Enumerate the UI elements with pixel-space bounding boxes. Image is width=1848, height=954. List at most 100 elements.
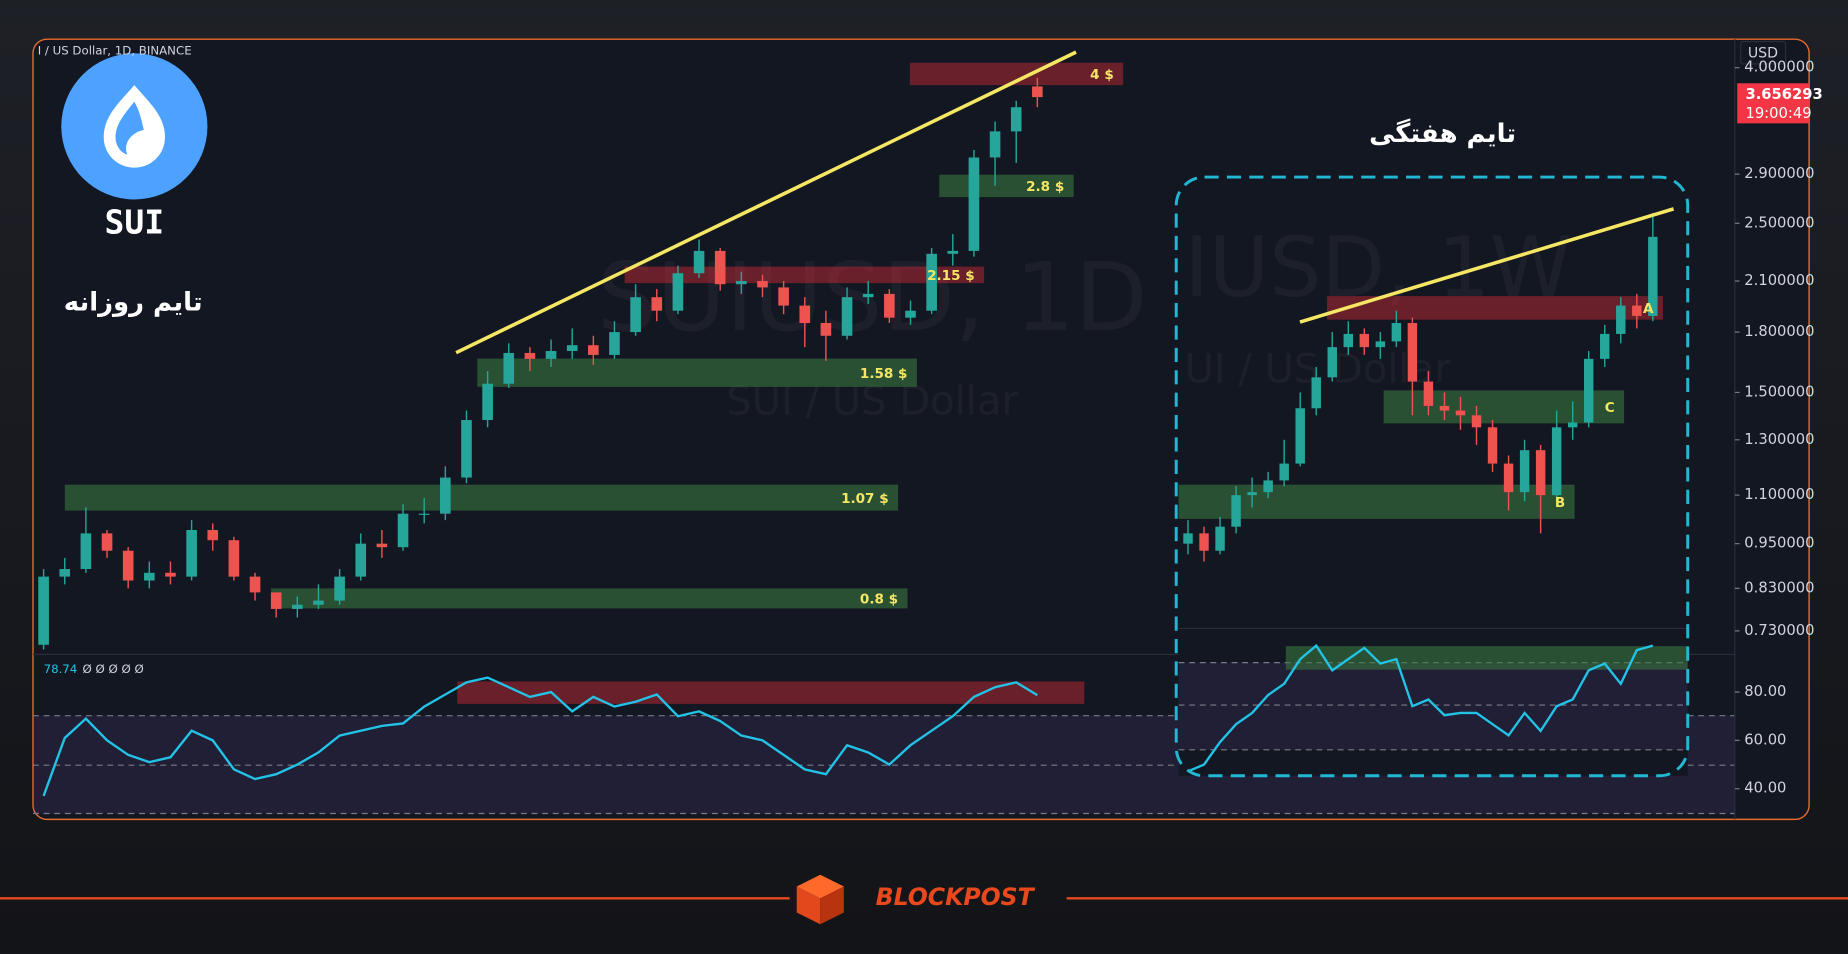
candle-body — [270, 592, 282, 609]
candle-body — [588, 345, 599, 355]
zone-label: 2.8 $ — [1026, 179, 1064, 195]
y-tick-label: 0.830000 — [1744, 579, 1814, 596]
brand-logo — [796, 874, 844, 925]
price-zone — [271, 588, 908, 609]
candle-body — [989, 131, 1001, 158]
y-tick-label: 2.500000 — [1744, 214, 1814, 231]
candle-body — [1295, 408, 1305, 464]
candle-body — [1632, 305, 1642, 316]
rsi-zone — [457, 681, 1085, 704]
candle-body — [884, 293, 895, 318]
candle-body — [376, 543, 388, 548]
candle-body — [228, 540, 240, 577]
brand-name: BLOCKPOST — [876, 883, 1036, 911]
y-tick-label: 40.00 — [1744, 780, 1786, 797]
price-zone — [624, 266, 985, 284]
chart-title: I / US Dollar, 1D, BINANCE — [38, 43, 192, 57]
candle-body — [1551, 427, 1562, 496]
currency: USD — [1748, 45, 1778, 61]
candle-body — [651, 297, 663, 311]
y-tick-label: 80.00 — [1744, 683, 1786, 700]
candle-body — [1010, 107, 1022, 132]
candle-body — [1423, 381, 1434, 406]
y-tick-label: 0.730000 — [1744, 622, 1814, 639]
candle-body — [80, 533, 92, 570]
candle-body — [461, 420, 472, 478]
zone-label: 2.15 $ — [927, 268, 975, 284]
rsi-inputs: Ø Ø Ø Ø Ø — [83, 662, 144, 676]
candle-body — [926, 253, 937, 311]
watermark: SUIUSD, 1D — [597, 243, 1148, 353]
price-zone — [477, 358, 917, 387]
rsi-line — [1187, 643, 1654, 773]
trend-line — [1299, 207, 1675, 324]
candle-body — [1199, 533, 1209, 551]
candle-body — [1183, 533, 1193, 544]
candle-body — [1263, 480, 1273, 493]
candle-body — [778, 287, 789, 306]
candle-body — [1503, 463, 1514, 493]
trend-line — [455, 50, 1077, 355]
candle-body — [905, 310, 916, 318]
candle-body — [503, 352, 515, 384]
rsi-zone — [1285, 646, 1688, 670]
candle-body — [1600, 333, 1610, 359]
y-tick-label: 2.100000 — [1744, 272, 1814, 289]
candle-body — [397, 513, 409, 548]
candle-body — [1327, 347, 1337, 378]
candle-body — [820, 323, 832, 336]
candle-body — [799, 305, 811, 324]
currency-box — [1740, 40, 1787, 65]
candle-body — [1584, 358, 1594, 423]
candle-body — [1391, 323, 1402, 342]
y-tick-label: 1.500000 — [1744, 383, 1814, 400]
rsi-line — [42, 676, 1038, 797]
candle-body — [841, 297, 853, 336]
candle-body — [186, 530, 197, 577]
candle-body — [418, 513, 430, 515]
candle-body — [1215, 526, 1225, 551]
candle-body — [482, 383, 493, 421]
y-tick-label: 1.300000 — [1744, 431, 1814, 448]
y-tick-label: 4.000000 — [1744, 59, 1814, 76]
zone-label: B — [1555, 495, 1565, 511]
candle-body — [165, 572, 176, 577]
candle-body — [862, 293, 874, 298]
coin-name: SUI — [105, 203, 165, 242]
candle-body — [440, 477, 451, 514]
candle-body — [1616, 305, 1626, 334]
zone-label: 1.58 $ — [860, 366, 908, 382]
candle-body — [122, 550, 134, 581]
zone-label: 4 $ — [1090, 67, 1114, 83]
inset-frame — [1174, 175, 1690, 778]
candle-body — [313, 600, 324, 605]
last-price: 3.656293 — [1745, 86, 1822, 103]
candle-body — [714, 250, 726, 285]
candle-body — [1311, 377, 1321, 409]
candle-body — [1375, 341, 1386, 348]
candle-body — [101, 533, 113, 551]
candle-body — [207, 530, 219, 541]
y-tick-label: 1.800000 — [1744, 323, 1814, 340]
candle-body — [545, 350, 557, 359]
candle-body — [1487, 427, 1498, 464]
y-tick-label: 0.950000 — [1744, 535, 1814, 552]
zone-label: C — [1605, 400, 1615, 416]
zone-label: 0.8 $ — [860, 592, 898, 608]
candle-body — [1279, 463, 1289, 481]
candle-body — [334, 576, 345, 601]
candle-body — [1231, 495, 1241, 527]
y-tick-label: 1.100000 — [1744, 486, 1814, 503]
candle-body — [672, 273, 684, 311]
inset-rsi-band — [1178, 662, 1688, 750]
candle-body — [1439, 405, 1450, 411]
price-zone — [909, 62, 1124, 86]
candle-body — [38, 576, 49, 645]
candle-body — [566, 345, 578, 351]
candle-body — [1455, 410, 1466, 416]
candle-body — [736, 281, 747, 285]
coin-icon — [103, 85, 165, 168]
candle-body — [1648, 236, 1658, 316]
candle-body — [968, 157, 980, 251]
